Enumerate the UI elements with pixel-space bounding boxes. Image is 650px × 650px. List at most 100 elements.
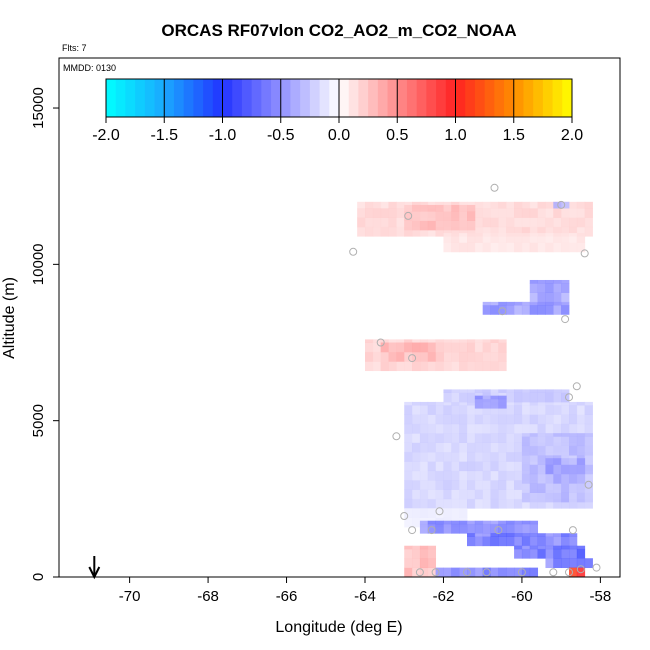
heatmap-cell	[459, 233, 468, 243]
colorbar-segment	[135, 79, 146, 117]
heatmap-cell	[427, 523, 437, 534]
heatmap-cell	[521, 433, 531, 437]
colorbar-tick-label: 0.0	[328, 127, 350, 144]
heatmap-cell	[521, 389, 531, 393]
heatmap-cell	[545, 304, 554, 315]
heatmap-cell	[482, 405, 491, 415]
heatmap-cell	[553, 389, 562, 393]
heatmap-cell	[545, 533, 554, 537]
heatmap-cell	[451, 389, 460, 393]
heatmap-cell	[576, 401, 586, 406]
heatmap-cell	[584, 208, 593, 218]
heatmap-cell	[529, 226, 539, 237]
heatmap-cell	[537, 279, 546, 284]
heatmap-cell	[419, 498, 429, 509]
heatmap-cell	[537, 401, 546, 406]
heatmap-cell	[490, 217, 499, 228]
heatmap-cell	[490, 442, 499, 453]
heatmap-cell	[482, 489, 491, 500]
heatmap-cell	[498, 567, 507, 578]
sample-points	[349, 183, 601, 577]
heatmap-cell	[372, 342, 382, 353]
heatmap-cell	[506, 217, 515, 228]
heatmap-cell	[467, 489, 476, 500]
heatmap-cell	[537, 445, 546, 456]
heatmap-cell	[443, 233, 452, 243]
heatmap-cell	[490, 339, 499, 343]
sample-point	[427, 526, 436, 535]
heatmap-cell	[576, 445, 586, 456]
heatmap-cell	[474, 423, 484, 434]
heatmap-cell	[419, 433, 429, 443]
heatmap-cell	[490, 423, 499, 434]
colorbar-segment	[368, 79, 379, 117]
heatmap-cells	[357, 201, 593, 578]
heatmap-cell	[529, 523, 539, 534]
heatmap-cell	[419, 220, 429, 231]
heatmap-cell	[404, 470, 413, 481]
heatmap-cell	[521, 405, 531, 415]
heatmap-cell	[506, 301, 515, 306]
heatmap-cell	[529, 242, 539, 253]
heatmap-cell	[459, 339, 468, 343]
heatmap-cell	[435, 508, 444, 518]
heatmap-cell	[521, 498, 531, 509]
heatmap-cell	[388, 208, 397, 218]
heatmap-cell	[482, 304, 491, 315]
heatmap-cell	[404, 558, 413, 569]
heatmap-cell	[427, 339, 437, 343]
heatmap-cell	[521, 545, 531, 550]
heatmap-cell	[537, 436, 546, 447]
heatmap-cell	[474, 208, 484, 218]
heatmap-cell	[482, 536, 491, 547]
colorbar-tick-label: 2.0	[561, 127, 583, 144]
colorbar-segment	[533, 79, 544, 117]
colorbar-segment	[416, 79, 427, 117]
heatmap-cell	[474, 405, 484, 415]
heatmap-cell	[514, 548, 523, 559]
heatmap-cell	[553, 226, 562, 237]
heatmap-cell	[474, 361, 484, 372]
heatmap-cell	[412, 401, 421, 406]
heatmap-cell	[506, 489, 515, 500]
heatmap-cell	[357, 208, 366, 218]
heatmap-cell	[545, 226, 554, 237]
heatmap-cell	[529, 304, 539, 315]
heatmap-cell	[459, 351, 468, 362]
heatmap-cell	[427, 211, 437, 221]
heatmap-cell	[576, 233, 586, 243]
heatmap-cell	[498, 361, 507, 372]
colorbar-segment	[387, 79, 398, 117]
heatmap-cell	[514, 498, 523, 509]
x-tick-label: -60	[511, 588, 533, 605]
heatmap-cell	[561, 414, 570, 425]
heatmap-cell	[529, 492, 539, 503]
heatmap-cell	[482, 242, 491, 253]
heatmap-cell	[443, 392, 452, 403]
colorbar-segment	[173, 79, 185, 117]
heatmap-cell	[514, 217, 523, 228]
heatmap-cell	[419, 461, 429, 472]
heatmap-cell	[467, 361, 476, 372]
sample-point	[584, 480, 593, 489]
heatmap-cell	[365, 217, 374, 228]
heatmap-cell	[529, 279, 539, 284]
heatmap-cell	[482, 301, 491, 306]
sample-point	[517, 568, 526, 577]
heatmap-cell	[537, 545, 546, 550]
sample-point	[376, 338, 385, 347]
heatmap-cell	[584, 226, 593, 237]
heatmap-cell	[521, 445, 531, 456]
heatmap-cell	[569, 558, 578, 569]
heatmap-cell	[553, 498, 562, 509]
heatmap-cell	[365, 361, 374, 372]
heatmap-cell	[584, 405, 593, 415]
heatmap-cell	[412, 226, 421, 237]
heatmap-cell	[545, 201, 554, 209]
heatmap-cell	[569, 483, 578, 493]
heatmap-cell	[427, 470, 437, 481]
heatmap-cell	[506, 433, 515, 443]
heatmap-cell	[404, 414, 413, 425]
heatmap-cell	[561, 226, 570, 237]
